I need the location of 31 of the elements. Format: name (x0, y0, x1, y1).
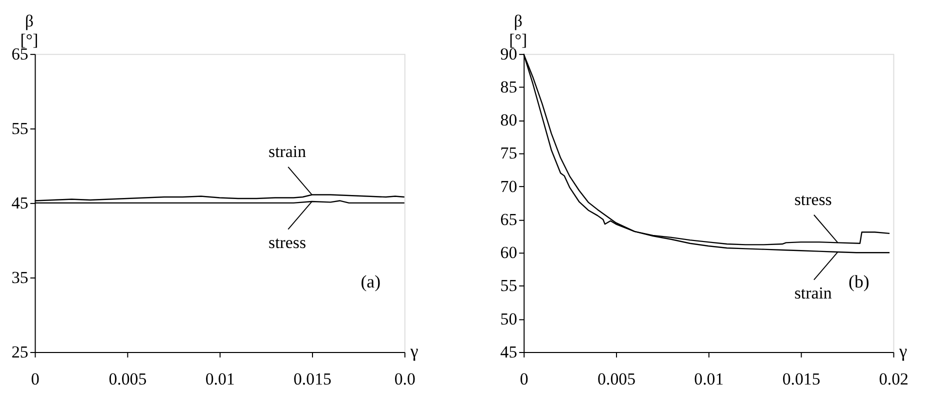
x-tick-label: 0.02 (878, 369, 908, 388)
annotation: (a) (360, 271, 381, 292)
x-axis-title: γ (409, 340, 418, 361)
y-tick-label: 70 (500, 176, 518, 196)
y-tick-label: 35 (11, 268, 28, 287)
y-tick-label: 85 (500, 78, 518, 97)
series-label: stress (794, 190, 832, 209)
y-tick-label: 60 (500, 243, 518, 262)
x-axis-title: γ (898, 340, 908, 361)
x-tick-label: 0.01 (694, 369, 724, 388)
x-tick-label: 0.005 (598, 369, 636, 388)
x-tick-label: 0.01 (205, 369, 235, 388)
annotation: (b) (848, 271, 870, 292)
y-tick-label: 55 (11, 118, 28, 138)
x-tick-label: 0 (31, 369, 40, 388)
text: strain (268, 142, 307, 162)
y-tick-label: 45 (11, 193, 28, 212)
x-tick-label: 0 (520, 369, 528, 388)
y-tick-label: 55 (500, 276, 518, 296)
legend-label: strain (794, 284, 832, 303)
y-tick-label: 75 (500, 144, 518, 163)
x-tick-label: 0.0 (394, 369, 416, 388)
y-tick-label: 50 (500, 309, 518, 328)
y-tick-label: 45 (500, 342, 518, 362)
y-tick-label: 80 (500, 110, 518, 130)
x-tick-label: 0.015 (293, 369, 332, 388)
x-tick-label: 0.015 (782, 369, 820, 388)
legend-label: stress (268, 233, 306, 252)
y-tick-label: 65 (500, 210, 518, 229)
x-tick-label: 0.005 (108, 369, 147, 388)
y-tick-label: 25 (11, 342, 28, 362)
